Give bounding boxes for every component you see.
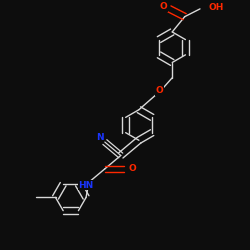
Text: O: O xyxy=(156,86,164,95)
Text: O: O xyxy=(128,164,136,173)
Text: N: N xyxy=(96,133,103,142)
Text: HN: HN xyxy=(78,180,94,190)
Text: OH: OH xyxy=(209,3,224,12)
Text: O: O xyxy=(160,2,167,11)
